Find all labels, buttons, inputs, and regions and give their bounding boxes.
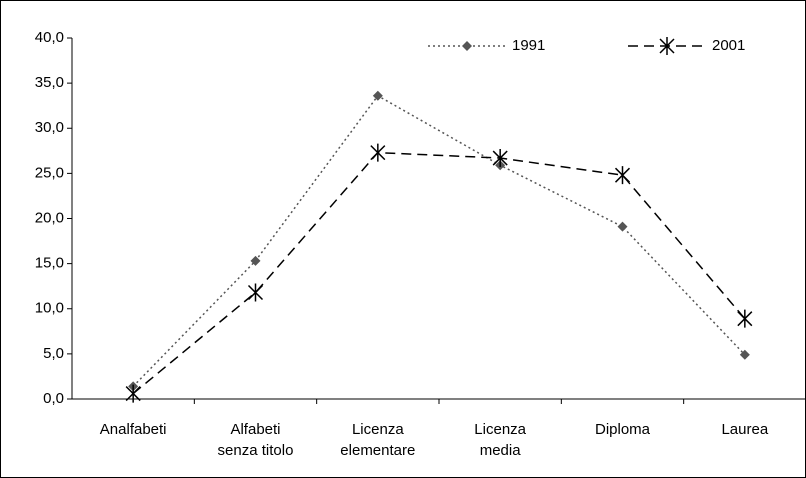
legend-label: 2001 [712,37,745,54]
y-tick-label: 10,0 [35,300,64,317]
legend-marker [659,37,675,55]
y-tick-label: 0,0 [43,390,64,407]
x-tick-label: Diploma [594,421,651,438]
point [739,349,750,360]
point [370,143,386,162]
point [125,384,141,403]
y-tick-label: 35,0 [35,74,64,91]
point [247,283,264,302]
x-tick-label: Licenza media [474,421,526,459]
x-tick-label: Alfabeti senza titolo [217,421,294,459]
legend-item: 1991 [428,37,545,54]
legend-label: 1991 [512,37,545,54]
series-line [132,151,746,395]
y-tick-label: 30,0 [35,119,64,136]
point [737,309,753,328]
point [492,149,508,168]
y-tick-label: 15,0 [35,255,64,272]
y-tick-label: 20,0 [35,209,64,226]
y-tick-label: 25,0 [35,164,64,181]
x-tick-label: Licenza elementare [340,421,416,459]
point [614,166,631,185]
point [617,221,628,232]
point [250,255,261,266]
series-line [132,94,746,387]
legend-marker [462,41,472,51]
y-tick-label: 40,0 [35,29,64,46]
y-tick-label: 5,0 [43,345,64,362]
legend-item: 2001 [628,37,745,55]
x-tick-label: Analfabeti [99,421,167,438]
point [372,90,383,101]
x-tick-label: Laurea [721,421,769,438]
